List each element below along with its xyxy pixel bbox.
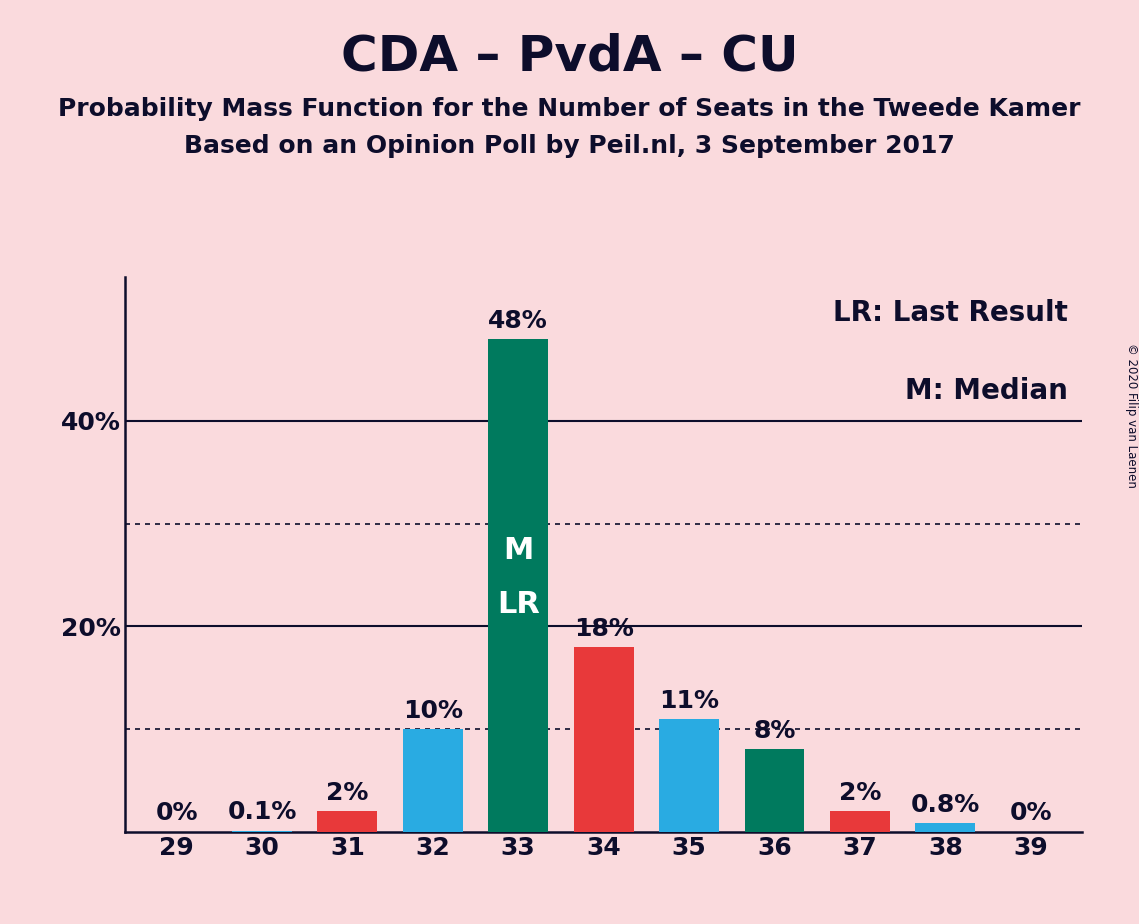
Text: 0%: 0%	[1009, 801, 1052, 825]
Bar	[232, 831, 292, 832]
Text: 2%: 2%	[838, 781, 882, 805]
Bar	[659, 719, 719, 832]
Text: M: M	[503, 536, 533, 565]
Bar	[830, 811, 890, 832]
Text: 2%: 2%	[326, 781, 369, 805]
Bar	[318, 811, 377, 832]
Bar	[745, 749, 804, 832]
Text: 11%: 11%	[659, 688, 719, 712]
Text: Probability Mass Function for the Number of Seats in the Tweede Kamer: Probability Mass Function for the Number…	[58, 97, 1081, 121]
Bar	[489, 339, 548, 832]
Text: 0.1%: 0.1%	[228, 800, 296, 824]
Text: 0%: 0%	[155, 801, 198, 825]
Text: 8%: 8%	[753, 719, 796, 743]
Bar	[916, 823, 975, 832]
Text: 0.8%: 0.8%	[911, 793, 980, 817]
Text: M: Median: M: Median	[904, 377, 1067, 405]
Bar	[574, 647, 633, 832]
Bar	[403, 729, 462, 832]
Text: 18%: 18%	[574, 616, 633, 640]
Text: Based on an Opinion Poll by Peil.nl, 3 September 2017: Based on an Opinion Poll by Peil.nl, 3 S…	[185, 134, 954, 158]
Text: 10%: 10%	[403, 699, 462, 723]
Text: LR: LR	[497, 590, 540, 619]
Text: 48%: 48%	[489, 309, 548, 333]
Text: © 2020 Filip van Laenen: © 2020 Filip van Laenen	[1124, 344, 1138, 488]
Text: CDA – PvdA – CU: CDA – PvdA – CU	[341, 32, 798, 80]
Text: LR: Last Result: LR: Last Result	[833, 299, 1067, 327]
